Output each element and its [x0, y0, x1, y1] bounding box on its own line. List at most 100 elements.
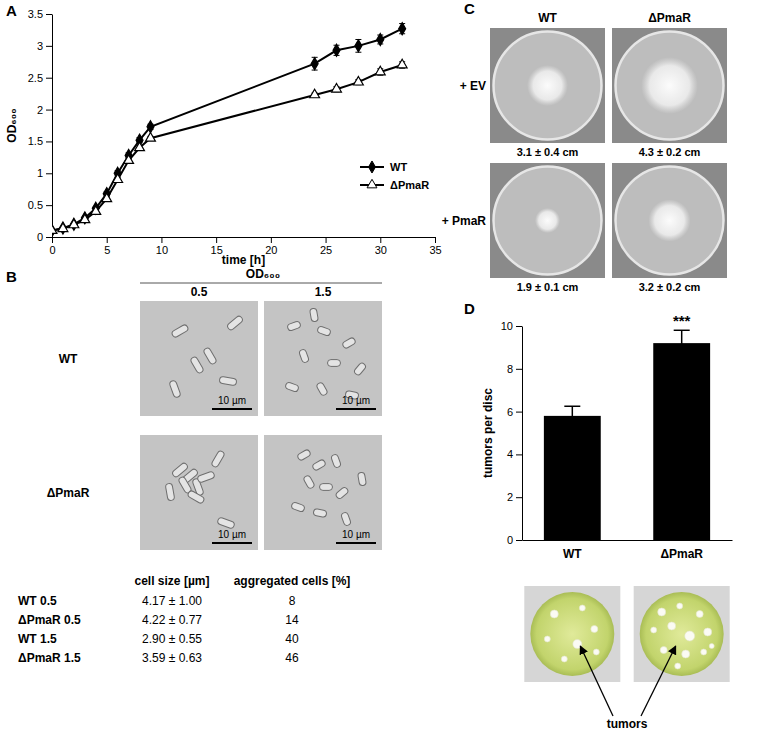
disc-photo	[524, 586, 620, 682]
cell	[331, 454, 342, 469]
plate-photo	[490, 28, 605, 143]
tick-mark	[46, 237, 52, 238]
legend-item: WT	[360, 161, 407, 173]
tick-mark	[216, 237, 217, 243]
series-line	[52, 29, 402, 231]
x-axis-title: time [h]	[222, 253, 265, 267]
tick-mark	[380, 237, 381, 243]
tick-mark	[516, 369, 522, 370]
marker	[58, 223, 68, 232]
axis: 0246810	[501, 320, 523, 546]
tick-label: 5	[104, 244, 110, 256]
tick-mark	[161, 237, 162, 243]
swarm-halo	[641, 57, 698, 114]
tick-label: 20	[265, 244, 277, 256]
scale-bar	[212, 408, 252, 410]
cell	[342, 337, 357, 349]
legend-marker	[367, 179, 377, 188]
micrograph-background	[264, 301, 382, 416]
tick: 1	[37, 167, 52, 179]
table-cell: ΔPmaR 1.5	[18, 651, 81, 665]
tick: 2	[37, 104, 52, 116]
y-axis-title: tumors per disc	[481, 388, 495, 478]
table-cell: 46	[285, 651, 299, 665]
tick-label: 8	[507, 363, 513, 375]
tumor	[668, 622, 676, 630]
tick-label: 10	[156, 244, 168, 256]
cell	[171, 324, 189, 338]
marker	[333, 44, 340, 56]
column-header: WT	[538, 11, 557, 25]
marker	[91, 206, 101, 215]
tumor	[544, 636, 550, 642]
axis-line	[53, 237, 436, 238]
swarming-panel: WTΔPmaR+ EV3.1 ± 0.4 cm4.3 ± 0.2 cm+ Pma…	[442, 11, 727, 293]
table-cell: 40	[285, 632, 299, 646]
tick-label: 2.5	[28, 72, 43, 84]
row-header: + PmaR	[442, 214, 487, 228]
tick: 3.5	[28, 8, 52, 20]
series-line	[52, 65, 402, 231]
micrograph: 10 µm	[264, 301, 382, 416]
marker	[102, 193, 112, 202]
photo-background	[612, 163, 727, 278]
tumor	[675, 663, 681, 669]
micrograph: 10 µm	[140, 301, 258, 416]
tick: 8	[507, 363, 522, 375]
marker	[377, 33, 384, 45]
tick: 35	[429, 237, 441, 256]
table-cell: 2.90 ± 0.55	[142, 632, 202, 646]
marker	[311, 58, 318, 70]
tick-label: 30	[375, 244, 387, 256]
tick-label: ΔPmaR	[660, 547, 703, 561]
tick: 3	[37, 40, 52, 52]
tumor	[701, 649, 707, 655]
marker	[113, 174, 123, 183]
tick-label: 1.5	[28, 135, 43, 147]
error-bar	[674, 330, 690, 356]
tick: 20	[265, 237, 277, 256]
diameter-label: 1.9 ± 0.1 cm	[517, 281, 579, 293]
tick-mark	[326, 237, 327, 243]
table-cell: 8	[289, 594, 296, 608]
cell	[313, 509, 327, 518]
annotation-arrow	[580, 646, 613, 716]
cell	[341, 512, 352, 527]
cell	[303, 475, 315, 490]
cell	[317, 326, 332, 337]
axis-line	[52, 15, 53, 238]
table-header: aggregated cells [%]	[234, 574, 351, 588]
tick-mark	[516, 412, 522, 413]
figure: ABCD0510152025303500.511.522.533.5time […	[0, 0, 760, 735]
tick: WT	[563, 540, 582, 561]
tumor	[660, 647, 667, 654]
annotation: tumors	[607, 717, 648, 731]
cell	[217, 517, 235, 529]
cell	[203, 347, 217, 365]
diameter-label: 3.2 ± 0.2 cm	[639, 281, 701, 293]
cell	[287, 321, 302, 332]
tick: 0.5	[28, 199, 52, 211]
tumor	[651, 627, 657, 633]
micrograph-panel: OD₆₀₀0.51.5WTΔPmaR10 µm10 µm10 µm10 µmce…	[18, 267, 382, 665]
tumor	[550, 610, 558, 618]
tick-label: 2	[507, 491, 513, 503]
table-cell: 3.59 ± 0.63	[142, 651, 202, 665]
column-group-header: OD₆₀₀	[246, 267, 280, 281]
disc-photo	[634, 586, 730, 682]
annotation-arrow	[641, 646, 676, 716]
petri-dish	[494, 167, 602, 275]
panel-label: C	[464, 0, 475, 17]
axis: WT ΔPmaR	[523, 540, 733, 561]
panel-label: B	[6, 268, 17, 285]
significance-label: ***	[673, 312, 691, 329]
diameter-label: 4.3 ± 0.2 cm	[639, 146, 701, 158]
cell	[358, 472, 367, 486]
column-header: 1.5	[315, 285, 332, 299]
table-cell: ΔPmaR 0.5	[18, 613, 81, 627]
plot-area	[52, 23, 407, 237]
cell	[219, 376, 237, 386]
error-bar-part	[681, 330, 683, 356]
tumor	[709, 644, 714, 649]
chart-a: 0510152025303500.511.522.533.5time [h]OD…	[5, 8, 442, 267]
